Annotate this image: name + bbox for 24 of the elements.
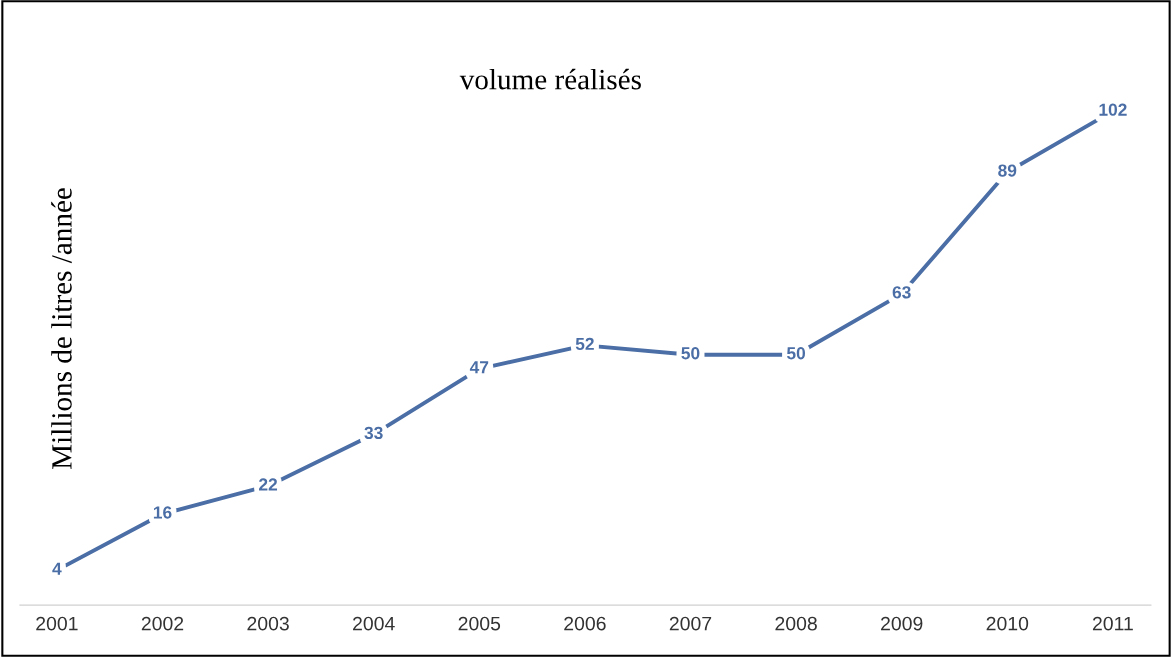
x-tick-label: 2009 xyxy=(881,616,923,631)
data-label: 102 xyxy=(1099,103,1127,116)
chart-title: volume réalisés xyxy=(459,68,641,90)
data-label: 4 xyxy=(52,562,62,575)
data-label: 16 xyxy=(153,506,172,519)
data-label: 89 xyxy=(998,164,1017,177)
data-label: 33 xyxy=(364,426,383,440)
x-tick-label: 2011 xyxy=(1092,616,1133,631)
x-tick-label: 2005 xyxy=(458,616,501,631)
x-tick-label: 2001 xyxy=(36,616,78,631)
data-label: 22 xyxy=(259,478,278,491)
data-label: 50 xyxy=(786,347,806,360)
x-tick-label: 2008 xyxy=(775,616,817,631)
data-label: 50 xyxy=(681,347,700,360)
data-label: 63 xyxy=(892,286,911,299)
data-label: 47 xyxy=(469,361,489,374)
x-tick-label: 2002 xyxy=(141,616,184,631)
x-tick-label: 2010 xyxy=(986,616,1029,631)
x-tick-label: 2004 xyxy=(353,616,395,631)
y-axis-title: Millions de litres /année xyxy=(51,188,72,470)
x-tick-label: 2007 xyxy=(669,616,712,631)
x-tick-label: 2003 xyxy=(247,616,289,631)
data-label: 52 xyxy=(575,337,594,351)
x-tick-label: 2006 xyxy=(564,616,606,631)
